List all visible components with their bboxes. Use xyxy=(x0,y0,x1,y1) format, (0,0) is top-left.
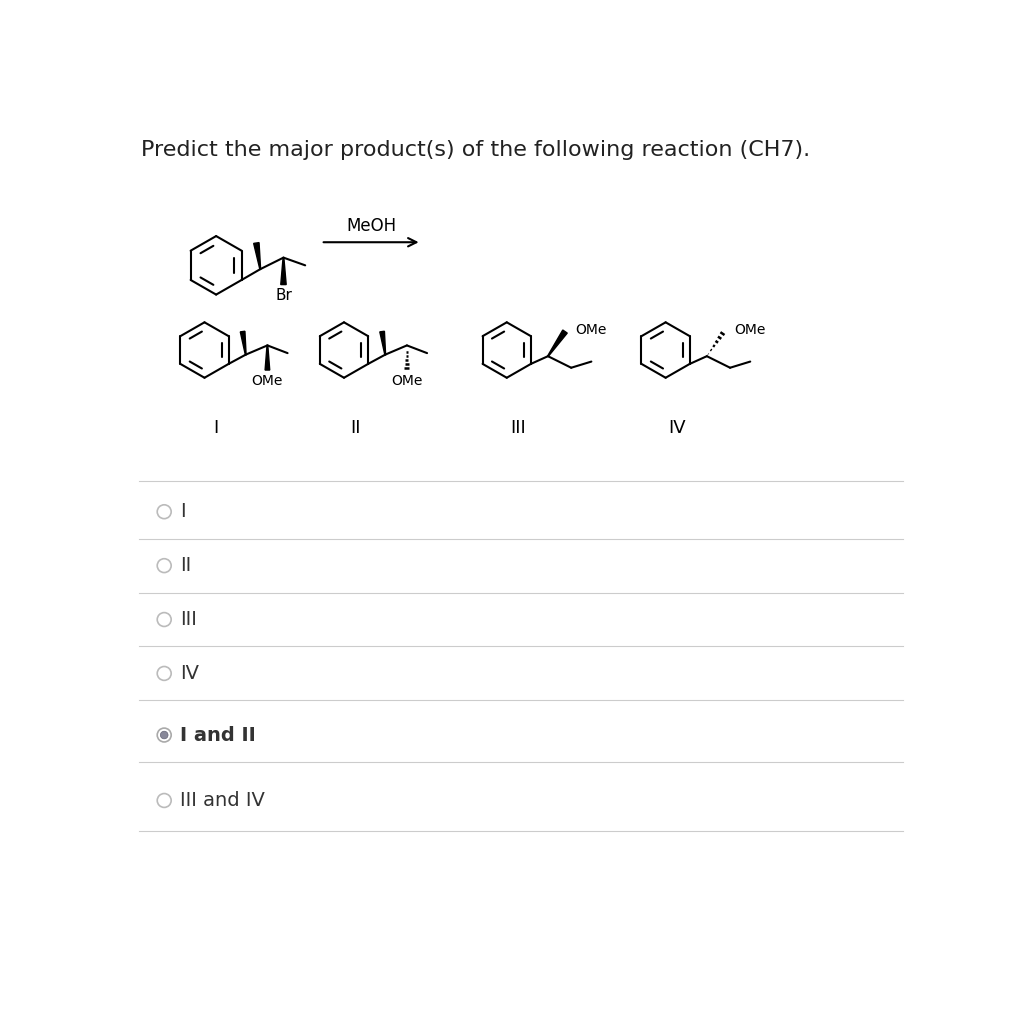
Text: I and II: I and II xyxy=(180,726,255,744)
Polygon shape xyxy=(380,331,386,354)
Text: I: I xyxy=(180,502,185,521)
Text: III and IV: III and IV xyxy=(180,791,264,810)
Text: III: III xyxy=(510,420,526,437)
Text: II: II xyxy=(180,556,191,575)
Text: Br: Br xyxy=(275,289,292,303)
Polygon shape xyxy=(280,258,287,285)
Text: III: III xyxy=(180,610,196,629)
Circle shape xyxy=(161,731,168,739)
Text: IV: IV xyxy=(669,420,686,437)
Text: II: II xyxy=(351,420,361,437)
Text: OMe: OMe xyxy=(734,323,765,337)
Text: IV: IV xyxy=(180,664,199,683)
Text: OMe: OMe xyxy=(391,374,423,388)
Polygon shape xyxy=(241,331,246,354)
Text: Predict the major product(s) of the following reaction (CH7).: Predict the major product(s) of the foll… xyxy=(141,140,810,160)
Text: OMe: OMe xyxy=(252,374,283,388)
Text: OMe: OMe xyxy=(575,323,607,337)
Polygon shape xyxy=(254,243,261,269)
Text: MeOH: MeOH xyxy=(346,216,396,234)
Polygon shape xyxy=(548,330,567,356)
Polygon shape xyxy=(265,345,269,370)
Text: I: I xyxy=(213,420,218,437)
